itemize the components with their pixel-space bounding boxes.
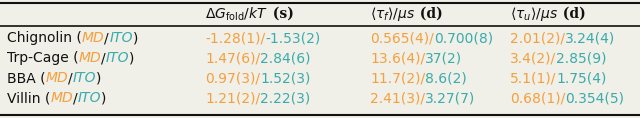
Text: 2.84(6): 2.84(6) [260, 51, 310, 65]
Text: 8.6(2): 8.6(2) [425, 71, 467, 85]
Text: Villin (: Villin ( [7, 91, 51, 105]
Text: (d): (d) [558, 7, 586, 21]
Text: 1.52(3): 1.52(3) [260, 71, 310, 85]
Text: 0.97(3)/: 0.97(3)/ [205, 71, 260, 85]
Text: 1.21(2)/: 1.21(2)/ [205, 91, 260, 105]
Text: /: / [73, 91, 77, 105]
Text: 3.4(2)/: 3.4(2)/ [510, 51, 556, 65]
Text: ITO: ITO [77, 91, 101, 105]
Text: ITO: ITO [73, 71, 97, 85]
Text: ITO: ITO [109, 31, 132, 45]
Text: -1.53(2): -1.53(2) [265, 31, 321, 45]
Text: 13.6(4)/: 13.6(4)/ [370, 51, 425, 65]
Text: 2.85(9): 2.85(9) [556, 51, 607, 65]
Text: 2.01(2)/: 2.01(2)/ [510, 31, 565, 45]
Text: 3.27(7): 3.27(7) [425, 91, 476, 105]
Text: Chignolin (: Chignolin ( [7, 31, 82, 45]
Text: 5.1(1)/: 5.1(1)/ [510, 71, 556, 85]
Text: 2.41(3)/: 2.41(3)/ [370, 91, 425, 105]
Text: 0.354(5): 0.354(5) [565, 91, 624, 105]
Text: $\langle\tau_u\rangle/\mu s$: $\langle\tau_u\rangle/\mu s$ [510, 5, 558, 23]
Text: MD: MD [51, 91, 73, 105]
Text: 11.7(2)/: 11.7(2)/ [370, 71, 425, 85]
Text: 1.47(6)/: 1.47(6)/ [205, 51, 260, 65]
Text: MD: MD [45, 71, 68, 85]
Text: ): ) [132, 31, 138, 45]
Text: ITO: ITO [106, 51, 129, 65]
Text: ): ) [97, 71, 102, 85]
Text: 2.22(3): 2.22(3) [260, 91, 310, 105]
Text: 3.24(4): 3.24(4) [565, 31, 615, 45]
Text: /: / [104, 31, 109, 45]
Text: BBA (: BBA ( [7, 71, 45, 85]
Text: ): ) [101, 91, 106, 105]
Text: (d): (d) [415, 7, 443, 21]
Text: 37(2): 37(2) [425, 51, 462, 65]
Text: (s): (s) [268, 7, 294, 21]
Text: /: / [101, 51, 106, 65]
Text: Trp-Cage (: Trp-Cage ( [7, 51, 79, 65]
Text: $\langle\tau_f\rangle/\mu s$: $\langle\tau_f\rangle/\mu s$ [370, 5, 415, 23]
Text: 0.700(8): 0.700(8) [434, 31, 493, 45]
Text: ): ) [129, 51, 135, 65]
Text: -1.28(1)/: -1.28(1)/ [205, 31, 265, 45]
Text: 1.75(4): 1.75(4) [556, 71, 607, 85]
Text: 0.565(4)/: 0.565(4)/ [370, 31, 434, 45]
Text: $\Delta G_{\mathrm{fold}}/kT$: $\Delta G_{\mathrm{fold}}/kT$ [205, 5, 268, 23]
Text: 0.68(1)/: 0.68(1)/ [510, 91, 565, 105]
Text: /: / [68, 71, 73, 85]
Text: MD: MD [79, 51, 101, 65]
Text: MD: MD [82, 31, 104, 45]
